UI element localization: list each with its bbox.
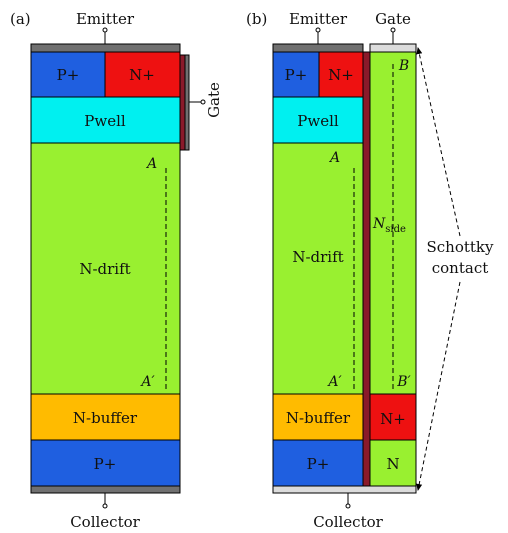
- panel-a-gate-oxide: [179, 54, 186, 151]
- panel-b-emitter-metal: [272, 43, 364, 53]
- panel-a-collector-metal: [30, 485, 181, 494]
- panel-b-n-buffer-label: N-buffer: [286, 409, 351, 427]
- panel-b-n-plus-top-label: N+: [328, 66, 354, 84]
- panel-a-p-plus-top-label: P+: [57, 66, 80, 84]
- panel-b-n-side-bottom-label: N: [386, 455, 399, 473]
- panel-b-emitter-label: Emitter: [289, 10, 348, 28]
- panel-a-gate-terminal: [200, 99, 206, 105]
- panel-a-p-plus-bottom: [30, 439, 181, 487]
- panel-b: (b) Emitter Gate P+ N+ Pwell N-drift A A…: [246, 10, 494, 531]
- panel-b-gate-label: Gate: [375, 10, 411, 28]
- panel-b-n-plus-side-label: N+: [380, 410, 406, 428]
- panel-b-point-a-prime: A′: [326, 374, 342, 390]
- schottky-label-line2: contact: [432, 259, 489, 277]
- panel-b-collector-metal: [272, 485, 417, 494]
- panel-a-n-drift: [30, 142, 181, 395]
- panel-a-pwell-label: Pwell: [84, 112, 126, 130]
- panel-a-gate-label: Gate: [205, 82, 223, 118]
- panel-b-point-b-prime: B′: [396, 374, 411, 390]
- panel-a: (a) Emitter P+ N+ Pwell N-drift A A′ N-b…: [10, 10, 223, 531]
- panel-b-trench-oxide: [362, 51, 371, 487]
- panel-b-pwell-label: Pwell: [297, 112, 339, 130]
- panel-a-point-a: A: [145, 156, 157, 172]
- panel-b-collector-label: Collector: [313, 513, 383, 531]
- panel-b-point-a: A: [328, 150, 340, 166]
- panel-b-emitter-terminal: [315, 27, 321, 33]
- panel-a-emitter-metal: [30, 43, 181, 53]
- panel-a-emitter-label: Emitter: [76, 10, 135, 28]
- panel-b-tag: (b): [246, 10, 267, 28]
- panel-b-gate-schottky-metal: [369, 43, 417, 53]
- panel-a-n-buffer: [30, 393, 181, 441]
- panel-a-point-a-prime: A′: [139, 374, 155, 390]
- panel-b-n-drift: [272, 142, 364, 395]
- panel-a-n-drift-label: N-drift: [79, 260, 130, 278]
- panel-b-p-plus-bottom-label: P+: [307, 455, 330, 473]
- panel-b-n-buffer: [272, 393, 364, 441]
- panel-b-gate-terminal: [390, 27, 396, 33]
- schottky-arrow-bottom: [416, 281, 461, 491]
- panel-b-collector-terminal: [345, 503, 351, 509]
- schottky-arrow-top: [416, 47, 461, 237]
- panel-b-n-side-label: Nside: [372, 216, 406, 235]
- panel-a-tag: (a): [10, 10, 31, 28]
- panel-b-point-b: B: [398, 58, 409, 74]
- panel-b-n-plus-top: [318, 51, 364, 98]
- panel-a-n-plus-top: [104, 51, 181, 98]
- panel-a-p-plus-bottom-label: P+: [94, 455, 117, 473]
- schottky-label-line1: Schottky: [427, 238, 495, 256]
- panel-b-n-drift-label: N-drift: [292, 248, 343, 266]
- panel-b-p-plus-top-label: P+: [285, 66, 308, 84]
- panel-a-collector-terminal: [102, 503, 108, 509]
- panel-a-n-plus-top-label: N+: [129, 66, 155, 84]
- panel-a-n-buffer-label: N-buffer: [73, 409, 138, 427]
- panel-a-emitter-terminal: [102, 27, 108, 33]
- panel-a-gate-electrode: [184, 54, 190, 151]
- panel-a-collector-label: Collector: [70, 513, 140, 531]
